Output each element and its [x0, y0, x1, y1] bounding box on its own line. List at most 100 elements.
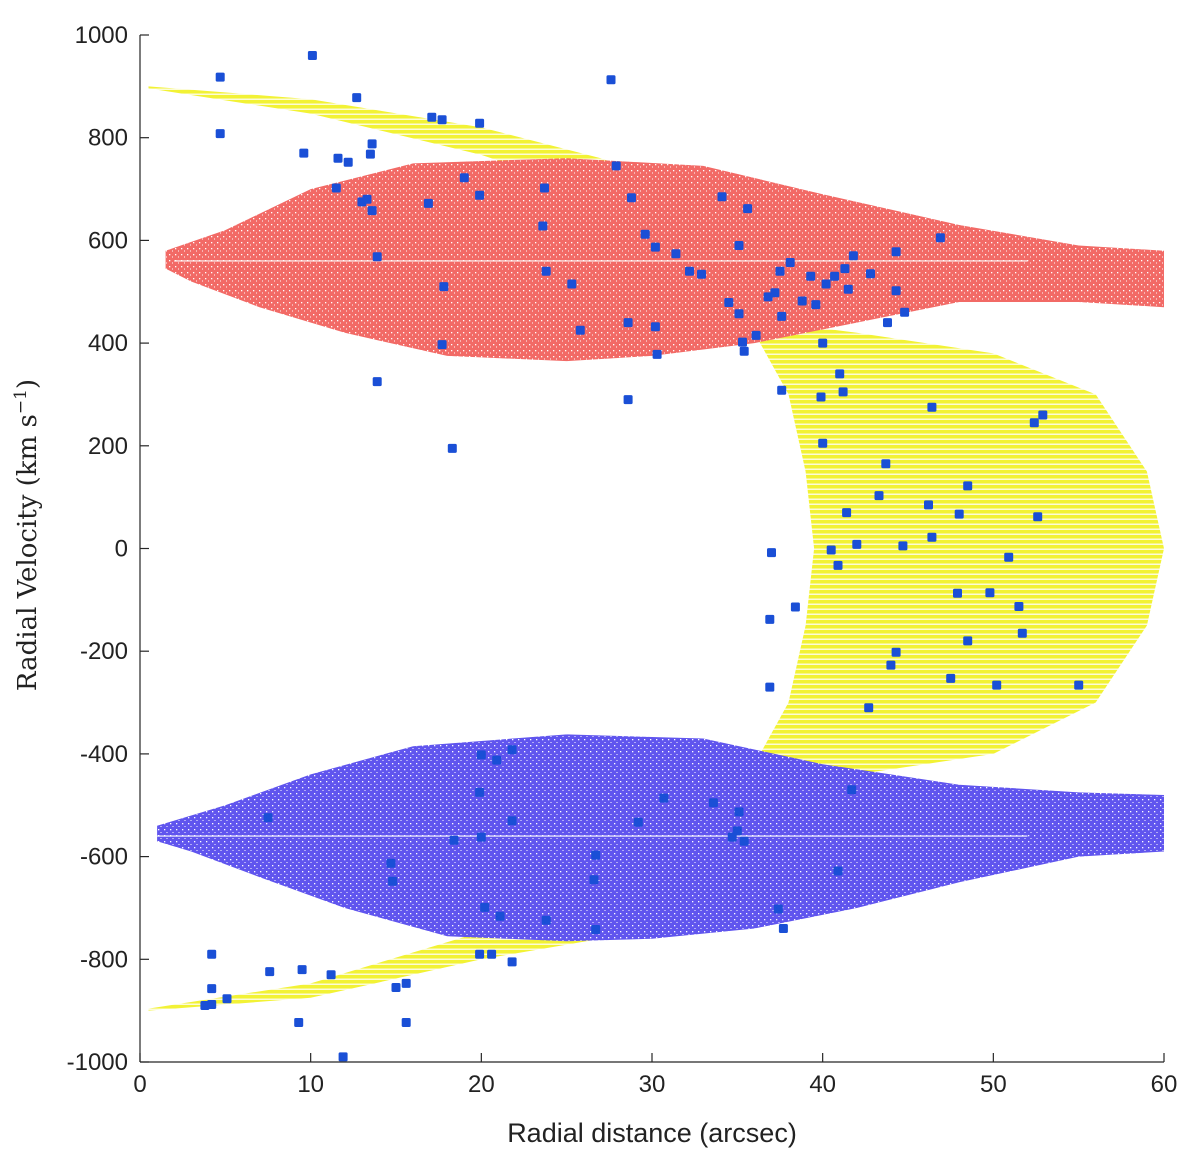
observed-point: [838, 387, 848, 397]
observed-point: [727, 832, 737, 842]
observed-point: [954, 509, 964, 519]
y-tick-label: 800: [88, 125, 128, 152]
observed-point: [765, 682, 775, 692]
y-axis-title-main: Radial Velocity (km s: [13, 414, 43, 691]
observed-point: [1038, 410, 1048, 420]
observed-point: [763, 292, 773, 302]
observed-point: [437, 340, 447, 350]
observed-point: [265, 967, 275, 977]
y-axis-title: Radial Velocity (km s−1): [11, 379, 43, 691]
observed-point: [427, 112, 437, 122]
observed-point: [623, 318, 633, 328]
observed-point: [650, 242, 660, 252]
observed-point: [777, 311, 787, 321]
y-tick-label: -400: [80, 741, 128, 768]
observed-point: [507, 957, 517, 967]
observed-point: [891, 647, 901, 657]
observed-point: [797, 296, 807, 306]
observed-point: [365, 149, 375, 159]
x-tick-label: 60: [1151, 1071, 1178, 1098]
observed-point: [401, 978, 411, 988]
observed-point: [367, 206, 377, 216]
observed-point: [874, 491, 884, 501]
x-tick-label: 30: [639, 1071, 666, 1098]
observed-point: [541, 266, 551, 276]
observed-point: [343, 157, 353, 167]
observed-point: [575, 325, 585, 335]
observed-point: [606, 75, 616, 85]
y-tick-label: -200: [80, 638, 128, 665]
observed-point: [985, 588, 995, 598]
x-axis-title: Radial distance (arcsec): [507, 1118, 797, 1148]
observed-point: [207, 984, 217, 994]
observed-point: [818, 338, 828, 348]
observed-point: [717, 192, 727, 202]
y-tick-label: 400: [88, 330, 128, 357]
observed-point: [541, 915, 551, 925]
observed-point: [775, 266, 785, 276]
observed-point: [495, 911, 505, 921]
x-tick-label: 40: [809, 1071, 836, 1098]
observed-point: [724, 298, 734, 307]
observed-point: [386, 858, 396, 868]
observed-point: [891, 286, 901, 296]
observed-point: [963, 636, 973, 646]
observed-point: [372, 377, 382, 387]
y-tick-label: 1000: [75, 22, 128, 49]
observed-point: [1029, 418, 1039, 428]
observed-point: [924, 500, 933, 510]
observed-point: [492, 755, 502, 765]
observed-point: [826, 545, 836, 555]
observed-point: [1017, 628, 1027, 638]
observed-point: [215, 72, 225, 82]
observed-point: [362, 194, 372, 204]
y-tick-label: 0: [115, 536, 128, 563]
observed-point: [401, 1018, 411, 1027]
observed-point: [650, 322, 660, 332]
observed-point: [487, 949, 497, 959]
observed-point: [671, 249, 681, 259]
observed-point: [591, 925, 601, 934]
observed-point: [935, 233, 945, 243]
observed-point: [475, 787, 485, 797]
observed-point: [883, 318, 892, 328]
observed-point: [352, 93, 362, 103]
observed-point: [777, 385, 787, 395]
observed-point: [338, 1052, 348, 1062]
observed-point: [659, 793, 669, 803]
observed-point: [847, 785, 857, 795]
observed-point: [633, 817, 643, 827]
observed-point: [480, 902, 490, 912]
observed-point: [207, 949, 217, 959]
x-tick-label: 10: [297, 1071, 324, 1098]
observed-point: [475, 118, 485, 128]
observed-point: [866, 269, 875, 279]
observed-point: [475, 949, 485, 959]
observed-points-layer: [200, 51, 1084, 1062]
x-tick-label: 0: [133, 1071, 146, 1098]
observed-point: [540, 183, 549, 193]
observed-point: [927, 532, 937, 542]
observed-point: [538, 221, 548, 231]
y-axis-title-exponent: −1: [11, 389, 31, 414]
red-region: [165, 158, 1164, 362]
observed-point: [946, 673, 956, 683]
observed-point: [738, 337, 747, 347]
observed-point: [567, 279, 577, 289]
observed-point: [785, 258, 795, 267]
observed-point: [818, 438, 828, 448]
observed-point: [886, 660, 896, 670]
observed-point: [372, 252, 382, 262]
observed-point: [215, 129, 225, 139]
observed-point: [652, 349, 662, 359]
observed-point: [423, 198, 433, 208]
observed-point: [207, 1000, 217, 1009]
observed-point: [778, 924, 788, 933]
observed-point: [591, 850, 601, 860]
observed-point: [881, 459, 891, 469]
observed-point: [697, 269, 706, 279]
observed-point: [439, 282, 449, 292]
y-tick-label: 600: [88, 227, 128, 254]
observed-point: [900, 307, 910, 317]
